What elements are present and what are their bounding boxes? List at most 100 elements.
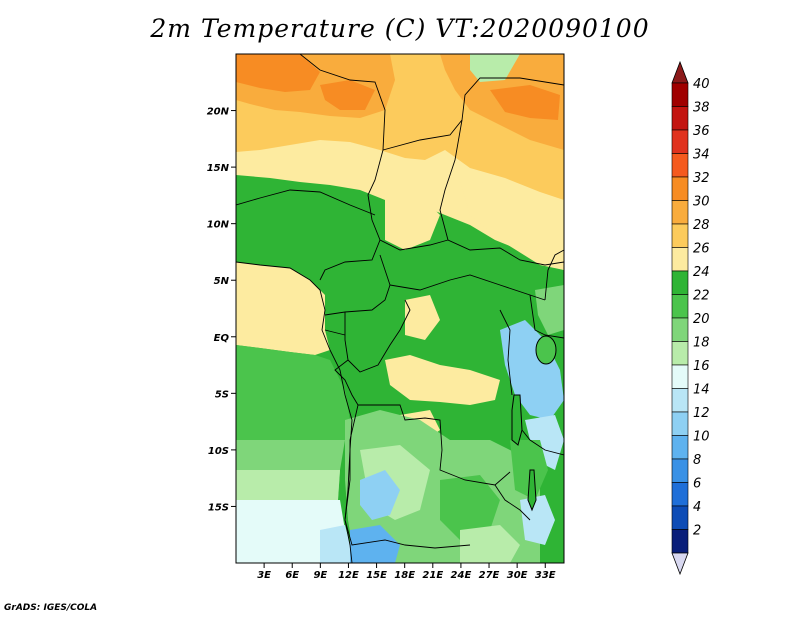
colorbar-swatch: [671, 82, 689, 107]
colorbar-swatch: [671, 482, 689, 507]
colorbar-label: 2: [693, 524, 701, 539]
lake-victoria: [535, 335, 557, 365]
colorbar-swatch: [671, 176, 689, 201]
colorbar-swatch: [671, 247, 689, 272]
sahara-hottest: [236, 54, 320, 92]
colorbar-label: 4: [693, 500, 701, 515]
colorbar-label: 20: [693, 312, 710, 327]
border-line: [529, 294, 564, 339]
border-line: [358, 404, 511, 486]
colorbar-swatch: [671, 270, 689, 295]
colorbar: 40 38 36 34 32 30 28 26 24 22 20 18 16 14 12 10 8 6 4 2: [671, 60, 710, 576]
rift-highlands-green: [535, 285, 564, 335]
chad-warm-tongue: [385, 195, 440, 250]
colorbar-swatch: [671, 411, 689, 436]
malawi-cool: [520, 495, 555, 545]
colorbar-swatch: [671, 388, 689, 413]
zambia-green: [440, 475, 500, 540]
lon-tick-label: 30E: [507, 570, 528, 581]
colorbar-label: 28: [693, 218, 710, 233]
grads-credit: GrADS: IGES/COLA: [4, 603, 98, 613]
border-line: [499, 309, 513, 396]
angola-plateau-deep: [350, 525, 400, 563]
border-line: [334, 359, 359, 406]
lon-tick-label: 12E: [338, 570, 359, 581]
border-line: [324, 329, 346, 336]
lon-tick-label: 33E: [535, 570, 556, 581]
lon-tick-label: 3E: [257, 570, 271, 581]
lat-tick-label: 20N: [207, 107, 230, 118]
lat-tick-label: 15N: [207, 163, 230, 174]
gulf-of-guinea-ocean: [236, 262, 330, 355]
colorbar-label: 32: [693, 171, 710, 186]
chart-title: 2m Temperature (C) VT:2020090100: [150, 14, 650, 43]
colorbar-label: 36: [693, 124, 710, 139]
border-line: [324, 254, 391, 316]
congo-basin-warm: [385, 355, 500, 405]
border-line: [439, 119, 564, 266]
sahara-hottest-2: [320, 80, 375, 110]
lat-tick-label: 15S: [208, 502, 229, 513]
border-line: [494, 484, 531, 521]
colorbar-swatch: [671, 223, 689, 248]
border-line: [379, 239, 449, 251]
border-line: [544, 249, 564, 301]
colorbar-label: 14: [693, 383, 710, 398]
colorbar-label: 6: [693, 477, 701, 492]
border-line: [299, 54, 386, 221]
colorbar-swatch: [671, 529, 689, 554]
colorbar-swatch: [671, 341, 689, 366]
colorbar-swatch: [671, 317, 689, 342]
tanzania-green: [510, 440, 548, 500]
zambia-cool: [460, 525, 520, 563]
border-line: [344, 299, 411, 373]
colorbar-label: 24: [693, 265, 710, 280]
south-atlantic-green: [236, 345, 350, 440]
lon-tick-label: 18E: [394, 570, 415, 581]
border-line: [382, 77, 564, 151]
colorbar-swatch: [671, 129, 689, 154]
congo-basin-warm-2: [405, 295, 440, 340]
colorbar-label: 38: [693, 101, 710, 116]
plot-frame: [235, 53, 565, 564]
benguela-cold: [320, 525, 355, 563]
colorbar-swatch: [671, 458, 689, 483]
border-line: [319, 219, 381, 281]
colorbar-label: 26: [693, 242, 710, 257]
colorbar-label: 8: [693, 453, 701, 468]
lat-tick-label: 5N: [214, 276, 230, 287]
colorbar-swatch: [671, 106, 689, 131]
colorbar-swatch: [671, 435, 689, 460]
lake-malawi: [527, 469, 537, 512]
map-axes: 3E 6E 9E 12E 15E 18E 21E 24E 27E 30E 33E 20N 15N 10N 5…: [207, 53, 565, 581]
lon-tick-label: 15E: [366, 570, 387, 581]
colorbar-swatch: [671, 200, 689, 225]
lat-tick-label: 5S: [215, 389, 229, 400]
lon-tick-label: 24E: [451, 570, 472, 581]
colorbar-label: 30: [693, 195, 710, 210]
colorbar-label: 16: [693, 359, 710, 374]
colorbar-label: 22: [693, 289, 710, 304]
colorbar-swatch: [671, 505, 689, 530]
lat-tick-label: 10N: [207, 220, 230, 231]
lon-tick-label: 6E: [285, 570, 299, 581]
sahara-hottest-3: [490, 85, 560, 120]
lon-tick-label: 9E: [313, 570, 327, 581]
colorbar-label: 12: [693, 406, 710, 421]
colorbar-label: 18: [693, 336, 710, 351]
country-borders: [236, 54, 564, 563]
border-line: [521, 429, 564, 456]
sudan-warm-zone: [460, 180, 564, 270]
colorbar-top-arrow: [671, 60, 689, 84]
colorbar-bottom-arrow: [671, 552, 689, 576]
colorbar-swatch: [671, 294, 689, 319]
lon-tick-label: 27E: [479, 570, 500, 581]
colorbar-swatch: [671, 153, 689, 178]
colorbar-label: 34: [693, 148, 710, 163]
border-line: [236, 189, 376, 216]
lake-tanganyika: [511, 394, 523, 446]
colorbar-swatch: [671, 364, 689, 389]
south-atlantic-pale: [236, 470, 340, 500]
red-sea-cool: [470, 54, 520, 82]
